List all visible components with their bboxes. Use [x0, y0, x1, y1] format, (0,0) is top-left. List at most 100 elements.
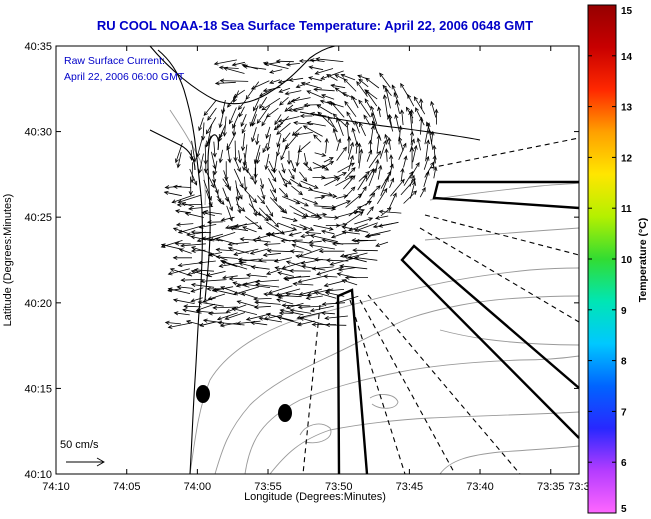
current-vector [266, 269, 281, 275]
y-tick-label: 40:30 [24, 127, 52, 139]
current-vector [246, 169, 254, 181]
y-tick-label: 40:15 [24, 383, 52, 395]
contour-line [439, 445, 580, 475]
current-vector [190, 246, 212, 254]
current-vector [250, 320, 268, 326]
current-vector [167, 322, 192, 329]
contour-line [244, 355, 580, 475]
current-vector [203, 209, 223, 215]
current-vector [332, 200, 351, 209]
current-vector [306, 121, 326, 127]
current-vector [291, 185, 304, 196]
current-vector [176, 285, 193, 290]
current-vector [300, 81, 322, 89]
current-vector [300, 259, 323, 265]
current-vector [169, 268, 193, 277]
current-vector [284, 104, 294, 112]
current-vector [323, 274, 338, 279]
current-vector [279, 308, 304, 316]
current-vector [344, 100, 357, 118]
current-vector [344, 275, 368, 280]
current-vector [339, 264, 368, 270]
current-vector [229, 107, 237, 125]
current-vector [342, 175, 356, 190]
current-vector [264, 153, 270, 171]
current-vector [280, 238, 303, 243]
current-vector [174, 241, 191, 246]
current-vector [233, 222, 259, 228]
current-vector [233, 248, 259, 256]
current-vector [278, 87, 291, 93]
current-vector [299, 113, 313, 119]
current-vector [250, 80, 270, 90]
current-vector [258, 212, 269, 222]
current-vector [366, 149, 373, 162]
current-vector [288, 268, 311, 273]
current-vector [335, 175, 354, 187]
current-vector [358, 185, 367, 199]
current-vector [164, 185, 182, 190]
current-vector [300, 180, 319, 189]
current-vector [316, 104, 333, 115]
current-vector [403, 190, 418, 204]
current-vector [375, 158, 380, 172]
current-vector [305, 295, 323, 300]
colorbar-tick-label: 5 [621, 504, 627, 515]
current-vector [302, 197, 319, 205]
colorbar-gradient [587, 4, 617, 514]
current-vector [201, 236, 223, 242]
current-vector [220, 286, 245, 296]
current-vector [253, 167, 258, 185]
colorbar-tick-label: 14 [621, 52, 633, 63]
current-vector [196, 136, 204, 158]
current-vector [375, 241, 389, 247]
current-vector [216, 312, 238, 321]
current-vector [365, 230, 391, 238]
current-vector [329, 257, 357, 266]
current-vector [390, 178, 405, 197]
current-vector [336, 272, 357, 279]
current-vector [365, 168, 375, 182]
current-vector [344, 167, 356, 179]
current-vector [354, 120, 360, 134]
current-vector [354, 217, 374, 225]
current-vector [227, 241, 249, 247]
y-axis: 40:10 40:15 40:20 40:25 40:30 40:35 [24, 41, 579, 481]
channel-outline [336, 288, 369, 475]
current-vector [262, 86, 281, 93]
current-vector [348, 205, 362, 217]
current-vector [288, 77, 304, 82]
current-vector [289, 178, 303, 187]
current-vector [257, 195, 266, 205]
current-vector [345, 211, 364, 225]
current-vector [376, 134, 381, 154]
current-vector [266, 213, 280, 228]
current-vector [235, 160, 241, 173]
current-vector [171, 194, 195, 204]
current-vector [330, 231, 348, 239]
contour-line [269, 411, 580, 475]
current-vector [384, 133, 389, 145]
current-vector [197, 260, 216, 265]
current-vector [341, 225, 369, 233]
current-vector [281, 216, 298, 222]
current-vector [343, 78, 357, 92]
dashed-line [359, 299, 456, 475]
current-vector [236, 300, 258, 308]
current-vector [198, 117, 204, 132]
contour-line [169, 109, 206, 206]
chart-title: RU COOL NOAA-18 Sea Surface Temperature:… [97, 18, 533, 33]
current-vector [398, 125, 403, 145]
current-vector [308, 76, 323, 82]
dashed-line [419, 227, 580, 323]
current-vector [191, 140, 197, 163]
solid-channel-outlines [336, 180, 580, 475]
current-vector [222, 275, 238, 280]
current-vector [201, 122, 206, 141]
current-vector [212, 305, 239, 310]
current-vector [343, 255, 367, 263]
current-vector [248, 195, 257, 217]
current-vector [242, 64, 267, 70]
current-vector [295, 254, 315, 260]
current-vector [281, 163, 286, 174]
